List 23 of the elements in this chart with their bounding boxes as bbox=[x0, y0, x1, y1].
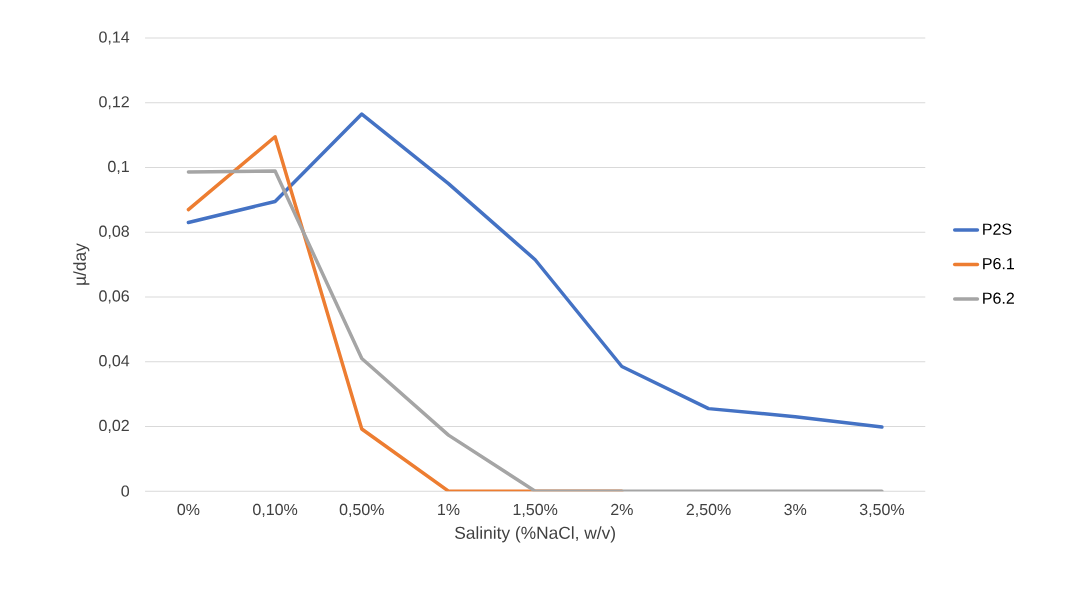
y-tick-label: 0,14 bbox=[99, 31, 130, 45]
y-tick-label: 0 bbox=[121, 485, 130, 497]
x-tick-label: 0% bbox=[177, 503, 200, 516]
line-series bbox=[186, 112, 884, 429]
y-tick-label: 0,06 bbox=[99, 290, 129, 304]
x-tick-label: 2,50% bbox=[686, 503, 731, 517]
legend-label: P6.1 bbox=[983, 257, 1014, 270]
y-tick-label: 0,1 bbox=[108, 160, 129, 175]
x-tick-label: 0,50% bbox=[339, 503, 384, 517]
x-tick-label: 0,10% bbox=[253, 503, 298, 517]
legend-label: P6.2 bbox=[983, 292, 1014, 304]
legend-label: P2S bbox=[983, 223, 1012, 235]
x-tick-label: 2% bbox=[611, 503, 633, 516]
y-axis-title: µ/day bbox=[73, 243, 90, 285]
x-tick-label: 3% bbox=[784, 503, 807, 516]
x-axis-title: Salinity (%NaCl, w/v) bbox=[455, 526, 615, 543]
y-tick-label: 0,12 bbox=[99, 96, 129, 110]
y-tick-label: 0,08 bbox=[99, 225, 129, 239]
x-tick-label: 3,50% bbox=[859, 503, 905, 517]
x-tick-label: 1% bbox=[438, 503, 460, 515]
y-tick-label: 0,04 bbox=[99, 354, 130, 369]
y-tick-label: 0,02 bbox=[99, 419, 129, 433]
x-tick-label: 1,50% bbox=[513, 503, 558, 517]
